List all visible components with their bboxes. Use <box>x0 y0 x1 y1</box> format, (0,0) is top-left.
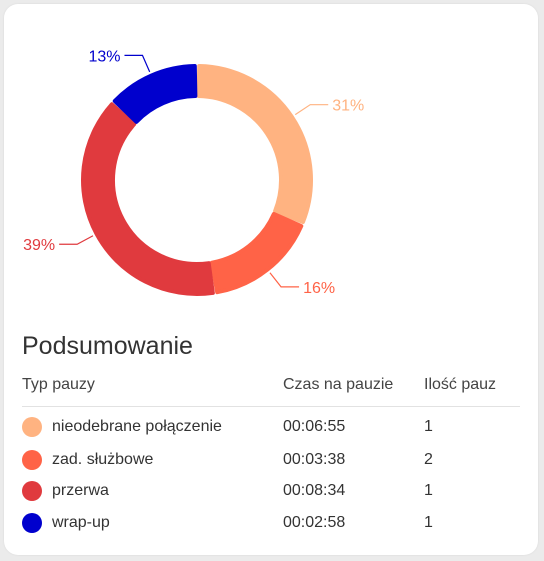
pause-type-name: przerwa <box>52 482 109 499</box>
donut-slice[interactable] <box>81 102 215 296</box>
donut-slice[interactable] <box>196 64 313 225</box>
slice-percent-label: 39% <box>23 237 55 254</box>
pause-time: 00:03:38 <box>283 451 346 468</box>
donut-slice[interactable] <box>209 211 304 295</box>
header-divider <box>22 406 520 407</box>
pause-count: 1 <box>424 482 433 499</box>
pause-type-name: zad. służbowe <box>52 451 154 468</box>
slice-percent-label: 31% <box>332 98 364 115</box>
header-pause-time: Czas na pauzie <box>283 376 394 393</box>
header-pause-count: Ilość pauz <box>424 376 497 393</box>
slice-leader-line <box>294 104 329 116</box>
donut-chart: 31% 16% 39% 13% <box>23 48 364 297</box>
pause-time: 00:08:34 <box>283 482 346 499</box>
slice-leader-line <box>124 54 151 73</box>
slice-leader-line <box>59 235 94 245</box>
table-row: nieodebrane połączenie 00:06:55 1 <box>4 414 538 442</box>
pause-count: 1 <box>424 418 433 435</box>
table-row: wrap-up 00:02:58 1 <box>4 510 538 538</box>
slice-percent-label: 13% <box>88 48 120 65</box>
slice-percent-label: 16% <box>303 280 335 297</box>
table-row: zad. służbowe 00:03:38 2 <box>4 447 538 475</box>
legend-dot <box>22 450 42 470</box>
legend-dot <box>22 417 42 437</box>
pause-type-name: nieodebrane połączenie <box>52 418 222 435</box>
donut-slice[interactable] <box>112 64 198 124</box>
header-pause-type: Typ pauzy <box>22 376 95 393</box>
pause-type-name: wrap-up <box>52 514 110 531</box>
table-row: przerwa 00:08:34 1 <box>4 478 538 506</box>
pause-time: 00:02:58 <box>283 514 346 531</box>
legend-dot <box>22 481 42 501</box>
slice-leader-line <box>269 272 300 288</box>
pause-summary-card: 31% 16% 39% 13% Podsumowanie Typ pauzy Czas… <box>4 4 538 555</box>
summary-title: Podsumowanie <box>22 332 193 360</box>
legend-dot <box>22 513 42 533</box>
pause-count: 2 <box>424 451 433 468</box>
pause-time: 00:06:55 <box>283 418 346 435</box>
pause-count: 1 <box>424 514 433 531</box>
